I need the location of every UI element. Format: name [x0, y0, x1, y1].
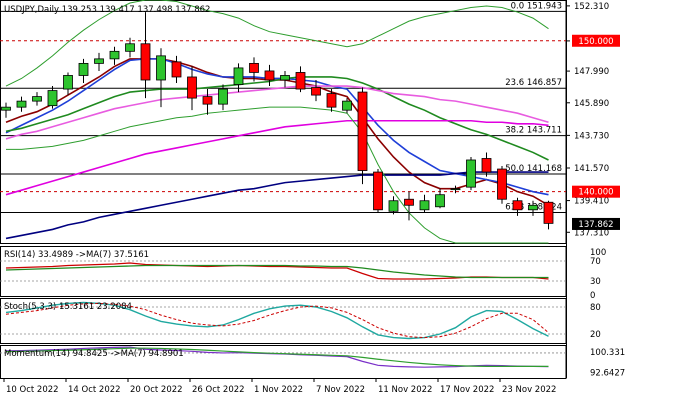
candle-body — [47, 90, 58, 107]
x-tick-label: 10 Oct 2022 — [6, 385, 59, 395]
price-tick-label: 141.570 — [574, 164, 609, 174]
momentum-tick-label: 92.6427 — [590, 368, 625, 378]
candle-body — [342, 100, 352, 111]
candle-body — [512, 200, 523, 211]
fib-label: 50.0 141.168 — [505, 164, 562, 174]
candle-body — [311, 87, 321, 96]
rsi-tick-label: 70 — [590, 257, 601, 267]
candle-body — [280, 75, 290, 81]
stoch-series-line — [5, 302, 549, 339]
overlay-ma-green — [5, 76, 549, 161]
candle-body — [109, 50, 120, 60]
x-tick-label: 26 Oct 2022 — [192, 385, 245, 395]
key-level-tag — [572, 185, 620, 198]
current-price-tag — [572, 217, 620, 230]
price-tick-label: 139.410 — [574, 197, 609, 207]
candle-body — [419, 200, 430, 211]
candle-body — [32, 96, 42, 102]
rsi-tick-label: 30 — [590, 277, 601, 287]
candle-body — [171, 61, 182, 78]
fib-label: 0.0 151.943 — [511, 1, 562, 11]
x-tick-label: 1 Nov 2022 — [254, 385, 303, 395]
price-tick-label: 147.990 — [574, 67, 609, 77]
candle-body — [481, 158, 492, 173]
key-level-tag-label: 150.000 — [578, 37, 613, 47]
candle-body — [202, 96, 213, 105]
price-tick-label: 145.890 — [574, 99, 609, 109]
price-tick-label: 137.310 — [574, 228, 609, 238]
x-tick-label: 17 Nov 2022 — [440, 385, 494, 395]
candle-body — [233, 67, 244, 85]
rsi-tick-label: 100 — [590, 248, 606, 258]
rsi-tick-label: 0 — [590, 291, 595, 301]
candle-body — [357, 91, 368, 171]
fib-label: 23.6 146.857 — [505, 78, 562, 88]
candle-body — [94, 58, 104, 64]
candle-body — [156, 55, 166, 81]
x-tick-label: 7 Nov 2022 — [316, 385, 365, 395]
candle-body — [373, 171, 383, 211]
stoch-tick-label: 80 — [590, 303, 601, 313]
rsi-series-line — [5, 264, 549, 279]
price-header-label: USDJPY,Daily 139.253 139.417 137.498 137… — [4, 5, 210, 15]
candle-body — [543, 201, 554, 224]
stoch-label: Stoch(5,3,3) 15.3161 23.2084 — [4, 302, 132, 312]
candle-body — [466, 159, 476, 188]
candle-body — [1, 106, 11, 111]
candle-body — [63, 75, 73, 90]
x-tick-label: 14 Oct 2022 — [68, 385, 121, 395]
candle-body — [528, 204, 538, 211]
candle-body — [404, 198, 414, 206]
candle-body — [218, 88, 228, 105]
overlay-bb-upper — [5, 0, 549, 87]
momentum-label: Momentum(14) 94.8425 ->MA(7) 94.8901 — [4, 349, 184, 359]
candle-body — [388, 200, 399, 212]
key-level-tag-label: 140.000 — [578, 188, 613, 198]
candle-body — [497, 168, 507, 200]
momentum-series-line — [5, 347, 549, 367]
key-level-tag — [572, 34, 620, 47]
candle-body — [295, 72, 306, 90]
overlay-ma-magenta — [5, 119, 549, 196]
x-tick-label: 20 Oct 2022 — [130, 385, 183, 395]
price-tick-label: 152.310 — [574, 2, 609, 12]
current-price-label: 137.862 — [578, 220, 613, 230]
candle-body — [125, 43, 135, 52]
candle-body — [326, 93, 337, 108]
rsi-series-line — [5, 262, 549, 280]
candle-body — [249, 62, 259, 73]
price-tick-label: 143.730 — [574, 131, 609, 141]
rsi-label: RSI(14) 33.4989 ->MA(7) 37.5161 — [4, 250, 149, 260]
x-tick-label: 23 Nov 2022 — [502, 385, 556, 395]
stoch-tick-label: 20 — [590, 330, 601, 340]
candle-body — [450, 188, 461, 191]
overlay-ma-pink — [5, 85, 549, 140]
momentum-tick-label: 100.331 — [590, 348, 625, 358]
candle-body — [16, 100, 27, 108]
candle-body — [264, 70, 275, 81]
candle-body — [78, 62, 89, 76]
candle-body — [187, 76, 197, 99]
fib-label: 38.2 143.711 — [505, 126, 562, 136]
overlay-ma-navy — [5, 171, 549, 240]
candle-body — [435, 194, 445, 208]
x-tick-label: 11 Nov 2022 — [378, 385, 432, 395]
overlay-bb-lower — [6, 106, 549, 244]
candle-body — [140, 43, 151, 81]
